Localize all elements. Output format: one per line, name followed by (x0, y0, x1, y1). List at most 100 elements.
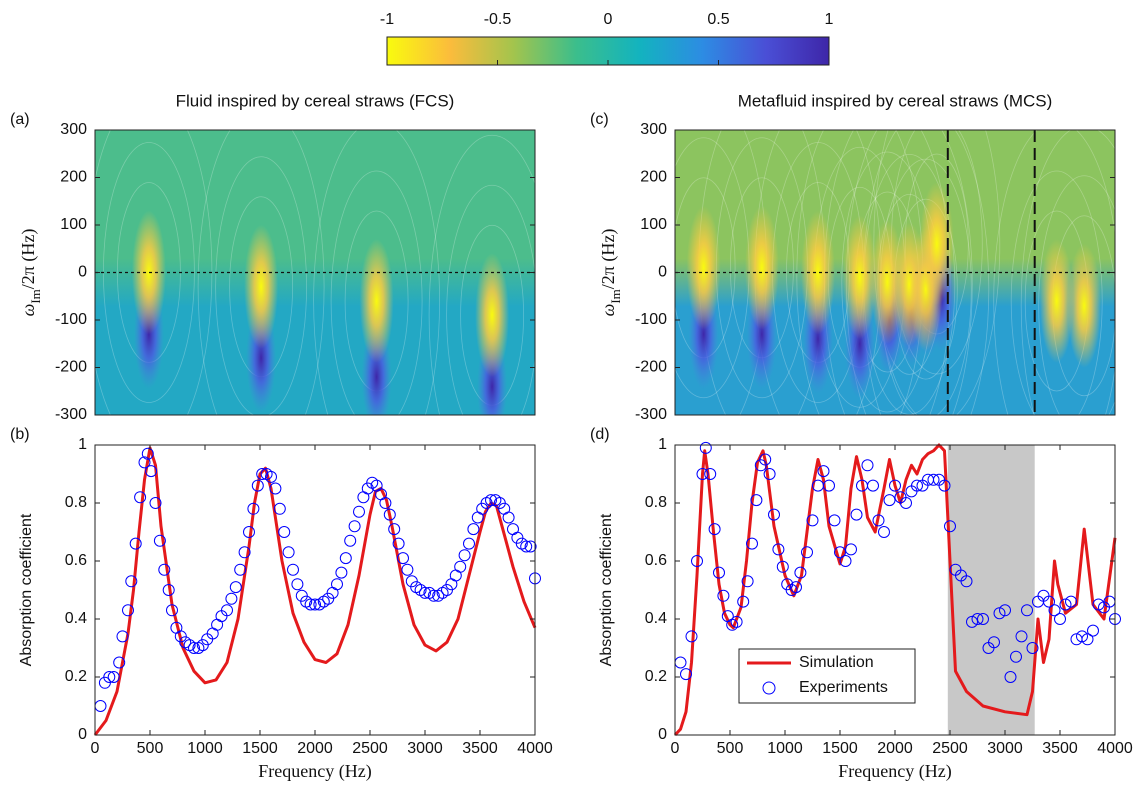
experiment-point (256, 468, 269, 480)
y-axis-label: Absorption coefficient (598, 513, 615, 666)
experiment-point (103, 671, 116, 683)
y-tick-label: 0 (78, 264, 87, 281)
experiment-point (685, 630, 698, 643)
legend-label: Experiments (799, 679, 888, 696)
experiment-point (134, 491, 147, 504)
experiment-point (162, 584, 175, 596)
experiment-point (1092, 598, 1105, 611)
y-tick-label: -100 (635, 311, 667, 328)
experiment-point (273, 502, 286, 515)
x-tick-label: 0 (671, 740, 680, 757)
experiment-point (883, 494, 896, 507)
heatmap (675, 130, 1115, 415)
experiment-point (485, 494, 497, 507)
x-tick-label: 500 (137, 740, 164, 757)
experiment-point (966, 615, 978, 628)
y-tick-label: 0.6 (645, 552, 667, 569)
experiment-point (1054, 613, 1066, 625)
experiment-point (234, 563, 247, 576)
experiment-point (737, 595, 750, 608)
experiment-point (927, 473, 940, 486)
experiment-point (502, 511, 515, 524)
experiment-point (238, 546, 251, 559)
contour (1038, 175, 1115, 415)
experiment-point (680, 668, 692, 681)
y-tick-label: -100 (55, 311, 87, 328)
y-axis-label-part: ω (598, 304, 618, 317)
experiment-point (971, 613, 984, 625)
experiment-point (339, 552, 352, 565)
experiment-point (1043, 595, 1055, 608)
experiment-point (122, 604, 134, 617)
experiment-point (993, 607, 1006, 620)
y-tick-label: 0 (658, 726, 667, 743)
experiment-point (153, 534, 166, 547)
y-tick-label: 100 (60, 216, 87, 233)
experiment-point (309, 598, 321, 611)
experiment-point (392, 537, 405, 550)
panel-label: (d) (590, 426, 610, 443)
experiment-point (960, 575, 973, 588)
experiment-point (282, 546, 295, 559)
experiment-point (463, 537, 475, 550)
y-tick-label: 1 (658, 436, 667, 453)
y-tick-label: 300 (640, 121, 667, 138)
experiment-point (353, 505, 365, 518)
chart-title: Fluid inspired by cereal straws (FCS) (176, 91, 455, 110)
colorbar-tick-label: 0 (604, 11, 613, 28)
experiment-point (763, 468, 776, 480)
y-tick-label: 0.2 (65, 668, 87, 685)
contour (428, 134, 535, 415)
y-axis-label-part: /2π (Hz) (598, 229, 619, 290)
experiment-point (243, 526, 255, 538)
y-axis-label-part: /2π (Hz) (18, 229, 39, 290)
experiment-point (794, 566, 807, 579)
experiment-point (845, 543, 857, 556)
experiment-point (704, 468, 717, 480)
zero (131, 210, 166, 335)
experiment-point (125, 575, 138, 588)
experiment-point (817, 465, 830, 478)
experiment-point (938, 479, 951, 492)
y-tick-label: -200 (635, 359, 667, 376)
colorbar-tick-label: 0.5 (707, 11, 729, 28)
zero (919, 182, 954, 306)
y-tick-label: 200 (640, 169, 667, 186)
heatmap (95, 130, 535, 415)
x-tick-label: 1000 (187, 740, 223, 757)
y-axis-label: ωIm/2π (Hz) (18, 229, 43, 317)
experiment-point (741, 575, 754, 588)
legend-marker (762, 681, 776, 695)
experiment-point (247, 502, 260, 515)
zero (686, 205, 721, 330)
experiment-point (861, 459, 874, 472)
colorbar-tick-label: -0.5 (484, 11, 512, 28)
x-tick-label: 3000 (407, 740, 443, 757)
legend-label: Simulation (799, 654, 874, 671)
experiment-point (287, 563, 299, 576)
experiment-point (379, 497, 392, 509)
y-tick-label: -300 (55, 406, 87, 423)
y-tick-label: 300 (60, 121, 87, 138)
experiment-point (149, 497, 162, 509)
experiment-point (458, 549, 471, 562)
experiment-point (419, 586, 431, 599)
experiment-point (772, 543, 785, 556)
zero (475, 253, 510, 378)
x-tick-label: 0 (91, 740, 100, 757)
x-axis-label: Frequency (Hz) (258, 761, 371, 782)
experiment-point (1015, 630, 1028, 643)
experiment-point (1065, 595, 1077, 608)
experiment-point (911, 479, 923, 492)
zero (744, 205, 779, 330)
experiment-point (251, 479, 264, 492)
experiment-point (278, 526, 291, 538)
y-tick-label: -200 (55, 359, 87, 376)
colorbar-tick-label: -1 (380, 11, 394, 28)
plot-area (95, 445, 535, 735)
experiment-point (291, 578, 304, 591)
experiment-point (454, 560, 467, 573)
y-tick-label: 0 (658, 264, 667, 281)
